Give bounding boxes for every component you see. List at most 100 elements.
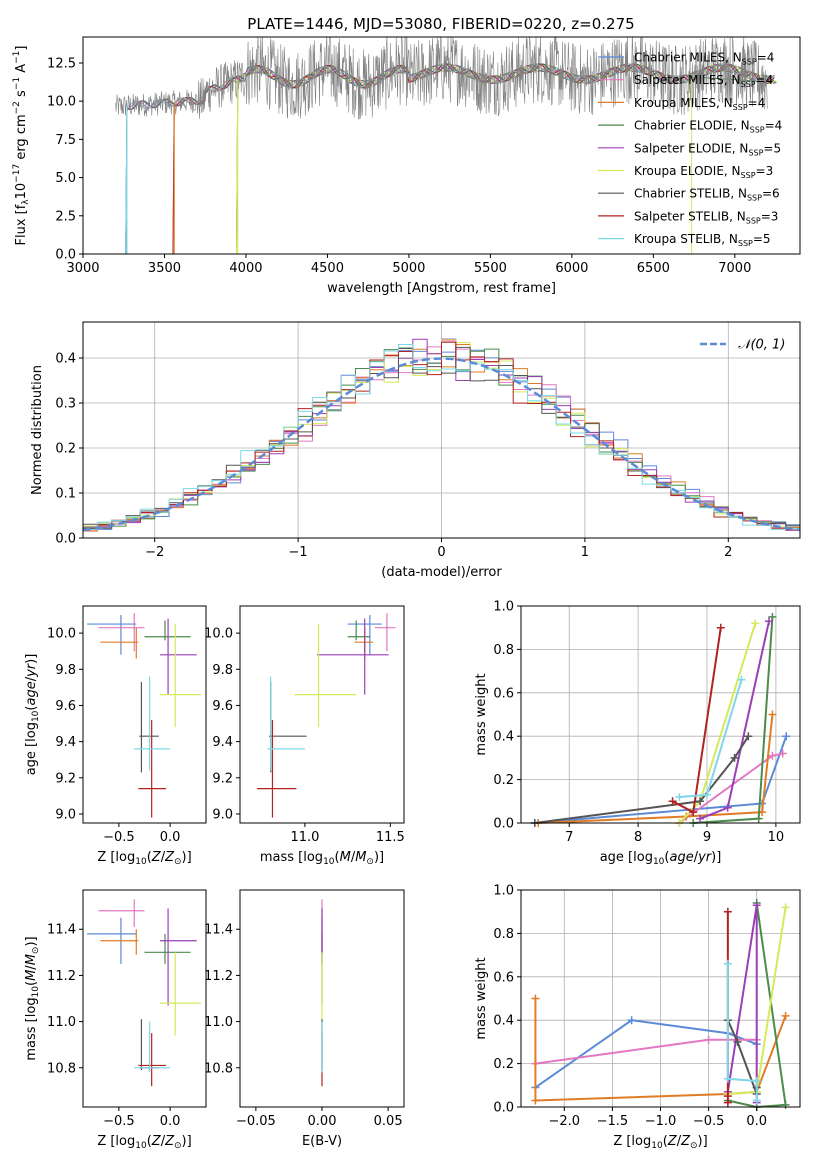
x-tick-label: −2	[145, 545, 164, 560]
weight-line	[534, 735, 750, 824]
y-tick-label: 0.0	[493, 1101, 514, 1116]
y-tick-label: 9.0	[55, 807, 76, 822]
x-tick-label: −2.0	[549, 1114, 581, 1129]
y-tick-label: 0.0	[493, 817, 514, 832]
x-tick-label: 8	[634, 830, 642, 845]
legend-label: Salpeter MILES, NSSP=4	[634, 73, 773, 89]
weight-marker	[781, 1011, 790, 1020]
y-tick-label: 9.8	[55, 663, 76, 678]
weight-marker	[730, 753, 739, 762]
weight-marker	[754, 814, 763, 823]
x-tick-label: 0.0	[160, 1114, 181, 1129]
legend-label: Kroupa ELODIE, NSSP=3	[634, 164, 773, 180]
weight-marker	[768, 612, 777, 621]
y-axis-label: Flux [fλ10−17 erg cm−2 s−1 A−1]	[12, 46, 31, 246]
x-tick-label: 3000	[66, 261, 99, 276]
residuals-panel: −2 −1 0 1 2 0.0 0.1 0.2 0.3 0.4 (data-model)/error…	[30, 321, 801, 580]
x-tick-label: 0.0	[746, 1114, 767, 1129]
x-tick-label: 0.00	[308, 1114, 337, 1129]
x-axis-label: wavelength [Angstrom, rest frame]	[327, 281, 556, 296]
y-tick-label: 10.8	[47, 1061, 76, 1076]
legend-label: Kroupa STELIB, NSSP=5	[634, 232, 771, 248]
y-tick-label: 10.0	[47, 95, 76, 110]
weight-marker	[723, 1074, 732, 1083]
legend-label: Chabrier MILES, NSSP=4	[634, 51, 774, 67]
y-axis-label: mass [log10(M/M⊙)]	[24, 936, 41, 1060]
legend-label: Chabrier ELODIE, NSSP=4	[634, 119, 782, 135]
x-tick-label: 4000	[229, 261, 262, 276]
axes-frame	[82, 36, 801, 255]
y-tick-label: 12.5	[47, 56, 76, 71]
weight-marker	[778, 749, 787, 758]
weight-marker	[781, 903, 790, 912]
y-tick-label: 11.0	[204, 1015, 233, 1030]
y-tick-label: 0.1	[55, 487, 76, 502]
weight-line	[693, 616, 774, 824]
legend-label: Chabrier STELIB, NSSP=6	[634, 187, 780, 203]
age-vs-mass-panel: 11.0 11.5 9.0 9.2 9.4 9.6 9.8 10.0 mass [log10(M…	[204, 605, 405, 867]
legend-label: Salpeter STELIB, NSSP=3	[634, 209, 778, 225]
weight-marker	[716, 623, 725, 632]
x-axis-label: E(B-V)	[302, 1134, 342, 1149]
weight-marker	[668, 797, 677, 806]
legend-label: Kroupa MILES, NSSP=4	[634, 96, 765, 112]
legend-label: Salpeter ELODIE, NSSP=5	[634, 141, 781, 157]
x-tick-label: 4500	[311, 261, 344, 276]
y-tick-label: 9.4	[212, 735, 233, 750]
y-tick-label: 7.5	[55, 133, 76, 148]
x-tick-label: 7000	[718, 261, 751, 276]
y-tick-label: 10.8	[204, 1061, 233, 1076]
weight-marker	[696, 814, 705, 823]
x-tick-label: 0	[437, 545, 445, 560]
axes-frame	[239, 605, 405, 824]
weight-line	[534, 1019, 758, 1089]
y-tick-label: 9.4	[55, 735, 76, 750]
x-tick-label: 11.5	[376, 830, 405, 845]
x-tick-label: 2	[724, 545, 732, 560]
y-tick-label: 0.2	[55, 442, 76, 457]
y-tick-label: 0.0	[55, 532, 76, 547]
figure-title: PLATE=1446, MJD=53080, FIBERID=0220, z=0…	[247, 15, 634, 33]
y-tick-label: 0.2	[493, 773, 514, 788]
axes-frame	[82, 889, 207, 1108]
weight-line	[538, 714, 774, 824]
x-tick-label: 10	[768, 830, 785, 845]
weight-marker	[723, 959, 732, 968]
y-tick-label: 9.8	[212, 663, 233, 678]
weight-vs-age-panel: 7 8 9 10 0.0 0.2 0.4 0.6 0.8 1.0 age [log10(age/yr…	[474, 600, 801, 867]
weight-marker	[782, 732, 791, 741]
x-tick-label: −0.5	[103, 1114, 135, 1129]
x-tick-label: 5000	[392, 261, 425, 276]
x-tick-label: 11.0	[290, 830, 319, 845]
weight-line	[726, 905, 758, 1103]
weight-marker	[723, 1098, 732, 1107]
weight-line	[726, 963, 758, 1101]
x-axis-label: Z [log10(Z/Z⊙)]	[97, 850, 191, 867]
axes-frame	[520, 605, 801, 824]
weight-marker	[737, 675, 746, 684]
y-tick-label: 5.0	[55, 171, 76, 186]
x-tick-label: −1	[289, 545, 308, 560]
weight-marker	[751, 619, 760, 628]
y-tick-label: 0.4	[55, 352, 76, 367]
y-tick-label: 9.0	[212, 807, 233, 822]
y-tick-label: 11.2	[47, 969, 76, 984]
weight-marker	[765, 617, 773, 626]
y-tick-label: 9.6	[55, 699, 76, 714]
weight-marker	[703, 790, 711, 799]
weight-marker	[752, 1076, 761, 1085]
y-tick-label: 0.6	[493, 686, 514, 701]
weight-marker	[696, 797, 705, 806]
spectrum-panel: 3000 3500 4000 4500 5000 5500 6000 6500 7000 0.0 2…	[12, 36, 801, 296]
legend-label: 𝒩(0, 1)	[738, 338, 785, 353]
y-axis-label: mass weight	[474, 957, 489, 1039]
y-axis-label: Normed distribution	[30, 365, 45, 495]
y-tick-label: 0.8	[493, 927, 514, 942]
x-tick-label: −0.05	[236, 1114, 276, 1129]
y-tick-label: 9.2	[55, 771, 76, 786]
residuals-plot-area	[83, 338, 800, 534]
weight-vs-Z-panel: −2.0 −1.5 −1.0 −0.5 0.0 0.0 0.2 0.4 0.6 0.8 1.0 Z […	[474, 884, 801, 1151]
weight-line	[535, 1038, 757, 1065]
mass-vs-ebv-panel: −0.05 0.00 0.05 10.8 11.0 11.2 11.4 E(B-V)	[204, 889, 405, 1149]
